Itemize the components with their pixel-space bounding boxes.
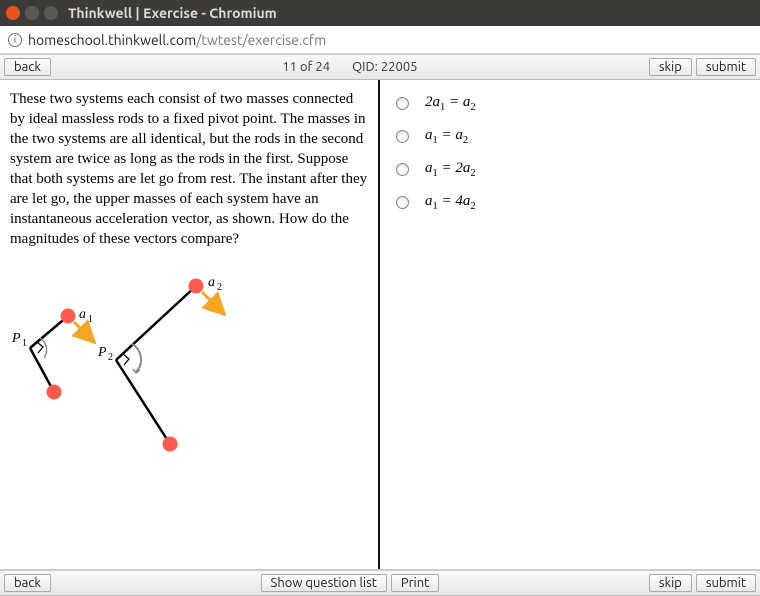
svg-text:P: P bbox=[97, 345, 107, 360]
qid-label: QID: 22005 bbox=[352, 60, 417, 74]
url-bar[interactable]: i homeschool.thinkwell.com/twtest/exerci… bbox=[0, 26, 760, 54]
radio-icon[interactable] bbox=[396, 97, 409, 110]
svg-text:1: 1 bbox=[88, 314, 93, 325]
option-a-label: 2a1 = a2 bbox=[425, 94, 476, 113]
print-button[interactable]: Print bbox=[391, 574, 439, 592]
bottom-toolbar: back Show question list Print skip submi… bbox=[0, 570, 760, 596]
progress-indicator: 11 of 24 bbox=[282, 60, 330, 74]
skip-button-bottom[interactable]: skip bbox=[649, 574, 692, 592]
question-text: These two systems each consist of two ma… bbox=[10, 90, 368, 250]
svg-text:2: 2 bbox=[217, 282, 222, 293]
window-titlebar: Thinkwell | Exercise - Chromium bbox=[0, 0, 760, 26]
maximize-icon[interactable] bbox=[44, 6, 58, 20]
svg-text:2: 2 bbox=[108, 352, 113, 363]
radio-icon[interactable] bbox=[396, 130, 409, 143]
option-b[interactable]: a1 = a2 bbox=[396, 127, 744, 146]
submit-button[interactable]: submit bbox=[696, 58, 756, 76]
close-icon[interactable] bbox=[6, 6, 20, 20]
option-d-label: a1 = 4a2 bbox=[425, 193, 476, 212]
submit-button-bottom[interactable]: submit bbox=[696, 574, 756, 592]
system-diagram: P 1 a 1 P 2 bbox=[10, 262, 368, 469]
content-area: These two systems each consist of two ma… bbox=[0, 80, 760, 570]
back-button-bottom[interactable]: back bbox=[4, 574, 51, 592]
radio-icon[interactable] bbox=[396, 196, 409, 209]
window-controls bbox=[6, 6, 58, 20]
option-b-label: a1 = a2 bbox=[425, 127, 468, 146]
option-c[interactable]: a1 = 2a2 bbox=[396, 160, 744, 179]
svg-text:a: a bbox=[79, 307, 86, 322]
option-d[interactable]: a1 = 4a2 bbox=[396, 193, 744, 212]
svg-text:1: 1 bbox=[22, 338, 27, 349]
option-c-label: a1 = 2a2 bbox=[425, 160, 476, 179]
radio-icon[interactable] bbox=[396, 163, 409, 176]
site-info-icon[interactable]: i bbox=[8, 33, 22, 47]
skip-button[interactable]: skip bbox=[649, 58, 692, 76]
svg-text:a: a bbox=[208, 275, 215, 290]
top-toolbar: back 11 of 24 QID: 22005 skip submit bbox=[0, 54, 760, 80]
window-title: Thinkwell | Exercise - Chromium bbox=[68, 5, 277, 21]
svg-text:P: P bbox=[11, 331, 21, 346]
minimize-icon[interactable] bbox=[25, 6, 39, 20]
question-pane: These two systems each consist of two ma… bbox=[0, 80, 380, 569]
url-host: homeschool.thinkwell.com bbox=[28, 32, 196, 48]
answers-pane: 2a1 = a2 a1 = a2 a1 = 2a2 a1 = 4a2 bbox=[380, 80, 760, 569]
back-button[interactable]: back bbox=[4, 58, 51, 76]
url-path: /twtest/exercise.cfm bbox=[196, 32, 326, 48]
show-question-list-button[interactable]: Show question list bbox=[261, 574, 387, 592]
option-a[interactable]: 2a1 = a2 bbox=[396, 94, 744, 113]
